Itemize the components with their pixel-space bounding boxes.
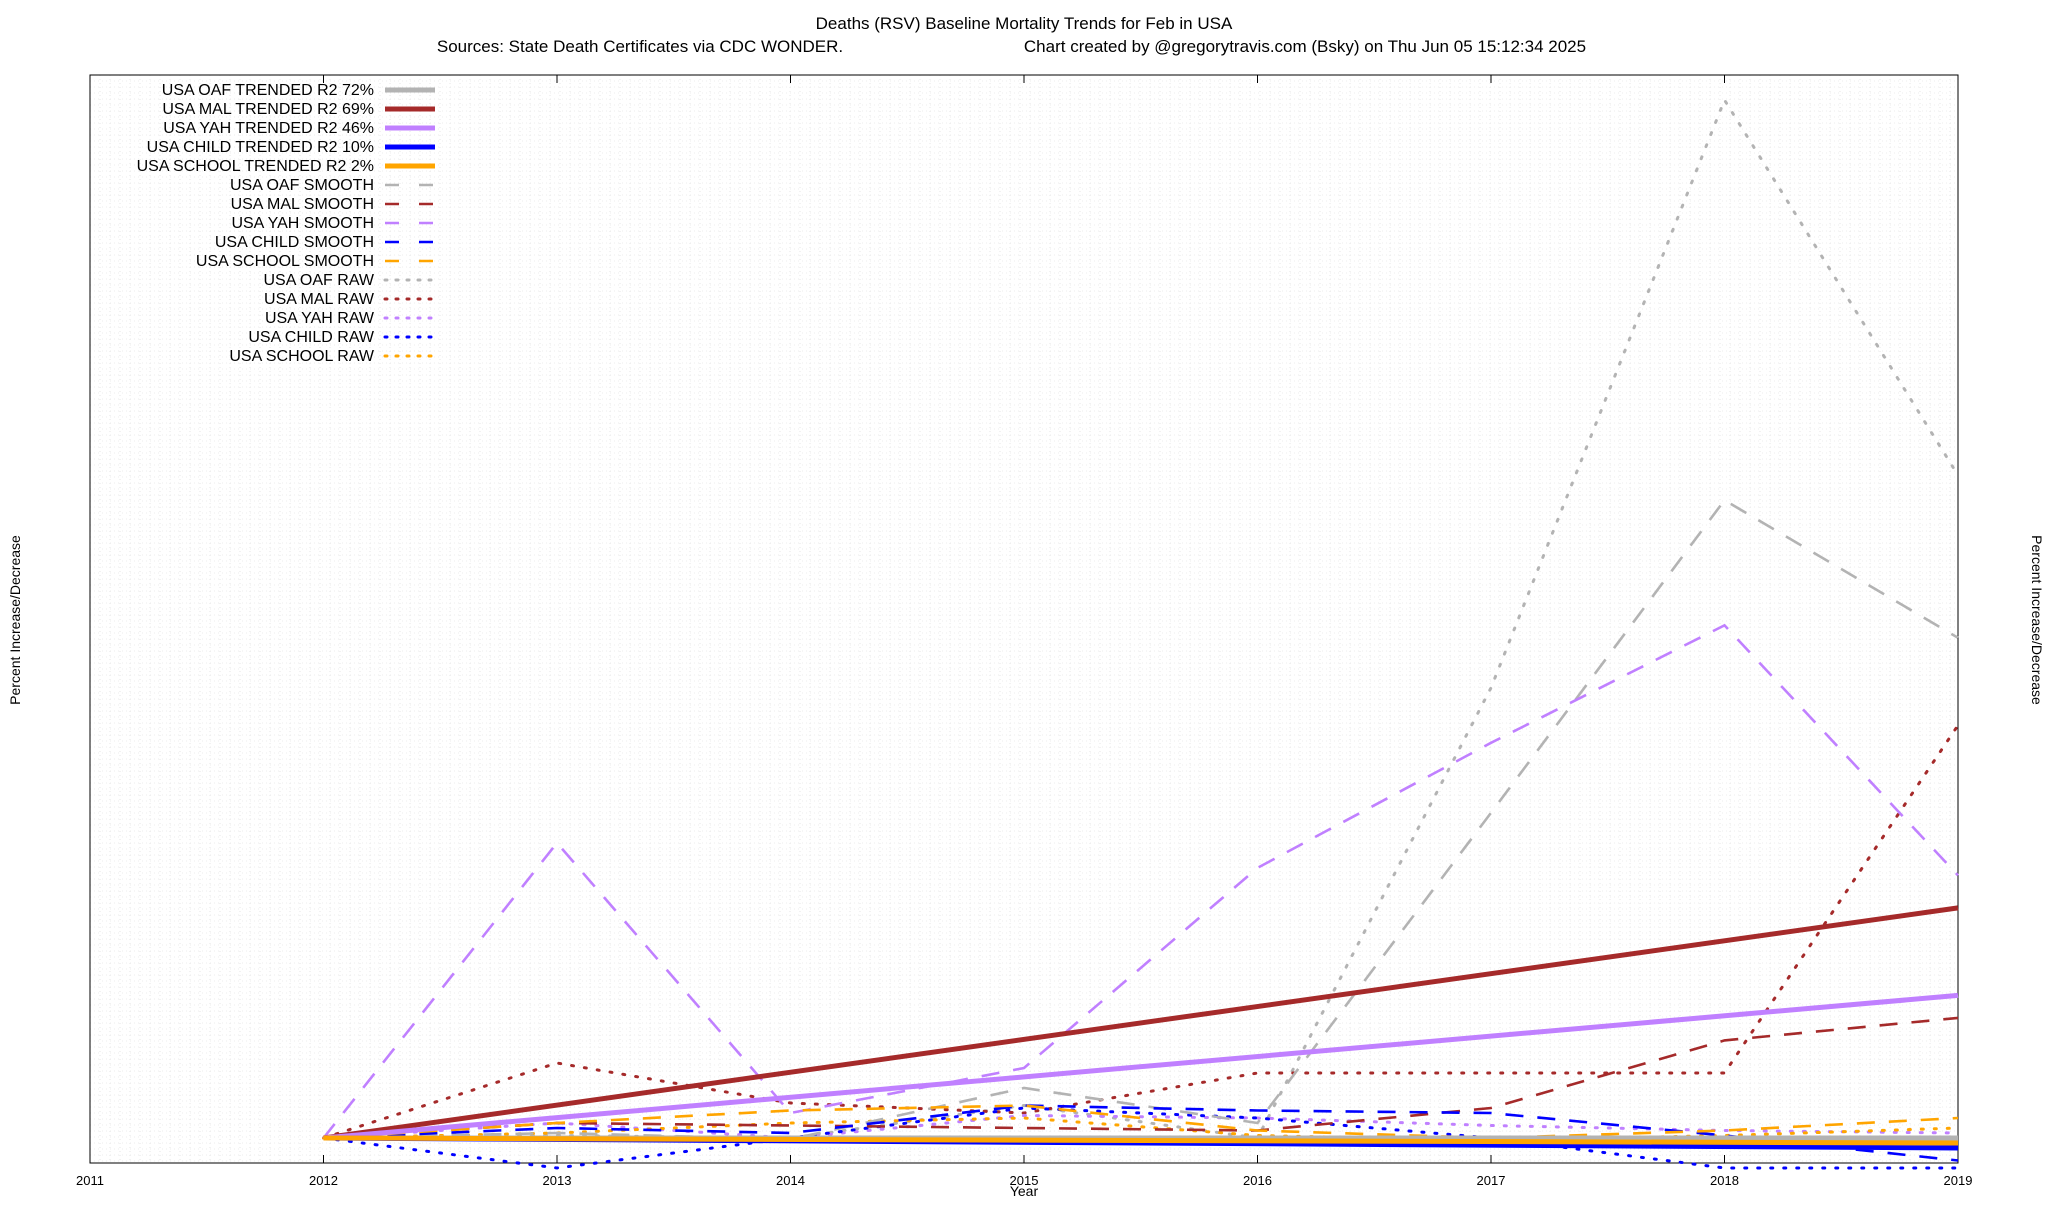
y-axis-title-left: Percent Increase/Decrease (7, 535, 23, 705)
x-tick-label: 2013 (543, 1173, 572, 1188)
series-line-usa-child-raw (322, 1106, 1960, 1170)
legend-entry-label: USA OAF RAW (263, 272, 374, 289)
legend-entry-label: USA SCHOOL SMOOTH (196, 253, 374, 270)
chart-subtitle-source: Sources: State Death Certificates via CD… (437, 37, 843, 56)
legend-entry-label: USA YAH SMOOTH (231, 215, 374, 232)
y-axis-title-right: Percent Increase/Decrease (2029, 535, 2045, 705)
legend-entry-label: USA MAL RAW (264, 291, 375, 308)
series-line-usa-school-raw (322, 1116, 1960, 1143)
x-tick-label: 2012 (309, 1173, 338, 1188)
chart-subtitle-credit: Chart created by @gregorytravis.com (Bsk… (1024, 37, 1586, 56)
series-line-usa-mal-smooth (323, 1016, 1959, 1140)
legend-entry-label: USA CHILD RAW (248, 329, 375, 346)
chart-title: Deaths (RSV) Baseline Mortality Trends f… (816, 14, 1233, 33)
x-tick-label: 2018 (1710, 1173, 1739, 1188)
series-line-usa-yah-raw (322, 1113, 1960, 1140)
legend-entry-label: USA OAF SMOOTH (230, 177, 374, 194)
x-axis: 2011 2012 2013 2014 2015 2016 2017 2018 2019 (76, 75, 1972, 1188)
series-line-usa-school-smooth (323, 1104, 1959, 1140)
x-tick-label: 2016 (1243, 1173, 1272, 1188)
legend-entry-label: USA MAL SMOOTH (231, 196, 374, 213)
legend-entry-label: USA CHILD TRENDED R2 10% (147, 139, 374, 156)
legend: USA OAF TRENDED R2 72% USA MAL TRENDED R2… (137, 82, 437, 365)
x-axis-title: Year (1010, 1183, 1039, 1199)
legend-entry-label: USA MAL TRENDED R2 69% (162, 101, 374, 118)
series-line-usa-yah-smooth (322, 623, 1959, 1139)
legend-entry-label: USA SCHOOL RAW (229, 348, 375, 365)
legend-entry-label: USA YAH TRENDED R2 46% (163, 120, 374, 137)
series-line-usa-mal-raw (322, 723, 1960, 1140)
legend-entry-label: USA CHILD SMOOTH (215, 234, 374, 251)
series-line-usa-mal-trended-r2-69 (323, 905, 1959, 1141)
series-line-usa-child-smooth (323, 1104, 1959, 1162)
series-line-usa-oaf-smooth (323, 498, 1959, 1141)
x-tick-label: 2015 (1010, 1173, 1039, 1188)
legend-entry-label: USA YAH RAW (265, 310, 375, 327)
x-tick-label: 2019 (1944, 1173, 1973, 1188)
legend-entry-label: USA OAF TRENDED R2 72% (162, 82, 374, 99)
grid-layer (90, 75, 1958, 1163)
series-layer (322, 96, 1960, 1170)
series-line-usa-school-trended-r2-2 (323, 1135, 1959, 1146)
x-tick-label: 2017 (1477, 1173, 1506, 1188)
x-tick-label: 2014 (776, 1173, 805, 1188)
x-tick-label: 2011 (76, 1173, 104, 1188)
series-line-usa-yah-trended-r2-46 (323, 992, 1959, 1141)
legend-entry-label: USA SCHOOL TRENDED R2 2% (137, 158, 374, 175)
series-line-usa-oaf-raw (322, 96, 1960, 1140)
